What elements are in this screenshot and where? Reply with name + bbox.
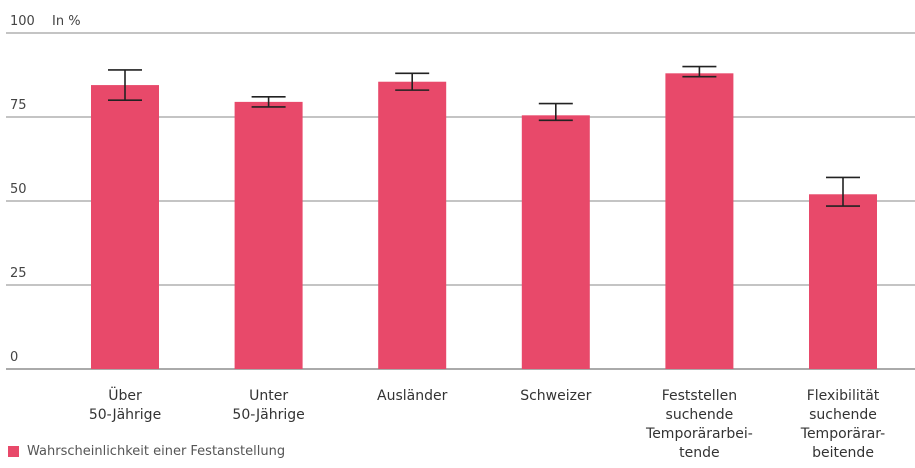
x-category-label-line: 50-Jährige [89,407,161,423]
bar [665,73,734,369]
x-category-label-line: suchende [809,407,877,423]
legend-swatch [8,446,19,457]
x-category-label-line: Ausländer [377,388,448,404]
x-category-label-line: 50-Jährige [232,407,304,423]
bar [234,101,303,369]
x-category-label: Flexibilität suchende Temporärar-beitende [800,388,885,461]
x-category-label: Feststellen suchende Temporärarbei-tende [645,388,753,461]
x-category-label-line: Feststellen [662,388,737,404]
x-category-label-line: Über [108,386,142,404]
y-tick-label: 75 [10,98,27,113]
x-axis-category-labels: Über 50-Jährige Unter 50-Jährige Ausländer Sc… [89,386,885,461]
x-category-label: Schweizer [520,388,591,404]
bar [521,115,590,369]
y-tick-label: 25 [10,266,27,281]
x-category-label-line: Temporärarbei- [645,426,753,442]
x-category-label-line: Unter [249,388,288,404]
x-category-label-line: Schweizer [520,388,591,404]
y-axis-unit-label: In % [52,14,81,29]
bar [809,194,877,369]
x-category-label-line: suchende [666,407,734,423]
x-category-label-line: beitende [812,445,874,461]
y-tick-label: 100 [10,14,35,29]
x-category-label: Über 50-Jährige [89,386,161,423]
y-tick-label: 50 [10,182,27,197]
x-category-label-line: tende [679,445,719,461]
bar [378,81,447,369]
x-category-label-line: Temporärar- [800,426,885,442]
legend: Wahrscheinlichkeit einer Festanstellung [8,444,285,459]
y-axis-ticks: 100 75 50 25 0 [10,14,35,365]
y-tick-label: 0 [10,350,18,365]
x-category-label: Unter 50-Jährige [232,388,304,423]
error-bars [108,65,860,207]
bars [91,73,877,369]
bar [91,85,159,369]
legend-label: Wahrscheinlichkeit einer Festanstellung [27,444,286,459]
x-category-label: Ausländer [377,388,448,404]
x-category-label-line: Flexibilität [807,388,880,404]
